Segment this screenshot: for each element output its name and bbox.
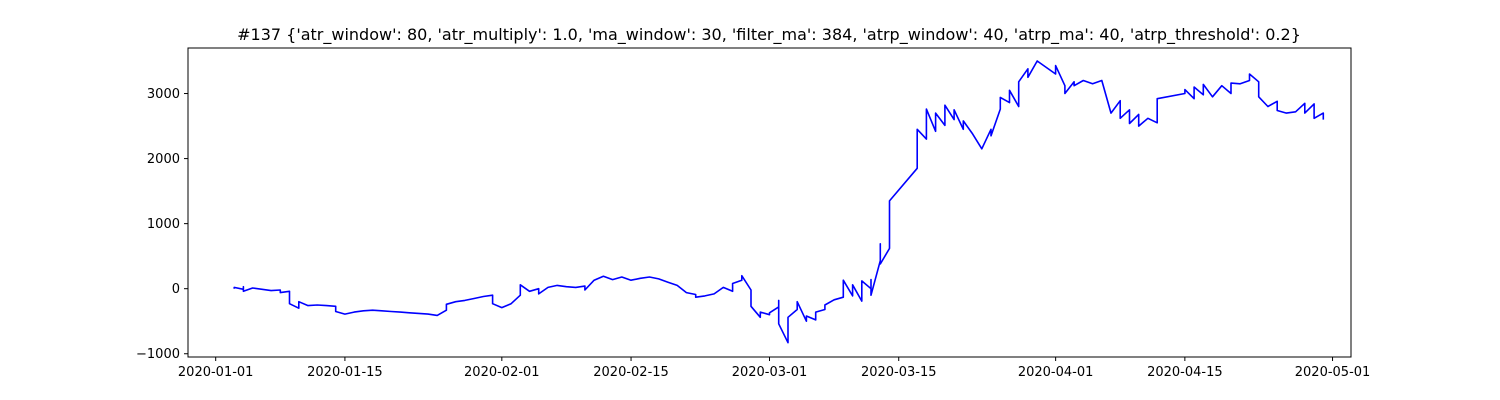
x-tick-label: 2020-03-01 <box>732 365 808 380</box>
y-tick-label: −1000 <box>136 347 180 362</box>
x-tick-label: 2020-02-01 <box>464 365 540 380</box>
axes: 2020-01-01 2020-01-15 2020-02-01 2020-02-15… <box>136 47 1371 380</box>
x-tick-label: 2020-05-01 <box>1295 365 1371 380</box>
x-tick-label: 2020-01-15 <box>307 365 383 380</box>
x-tick-label: 2020-04-01 <box>1018 365 1094 380</box>
y-tick-label: 1000 <box>147 217 180 232</box>
plot-area <box>233 60 1325 344</box>
x-tick-label: 2020-04-15 <box>1147 365 1223 380</box>
x-tick-label: 2020-01-01 <box>178 365 254 380</box>
y-tick-label: 2000 <box>147 152 180 167</box>
series-line-0 <box>233 60 1325 344</box>
x-tick-label: 2020-02-15 <box>593 365 669 380</box>
x-tick-label: 2020-03-15 <box>861 365 937 380</box>
y-tick-label: 0 <box>172 282 180 297</box>
chart-title: #137 {'atr_window': 80, 'atr_multiply': … <box>237 25 1301 45</box>
y-tick-label: 3000 <box>147 87 180 102</box>
